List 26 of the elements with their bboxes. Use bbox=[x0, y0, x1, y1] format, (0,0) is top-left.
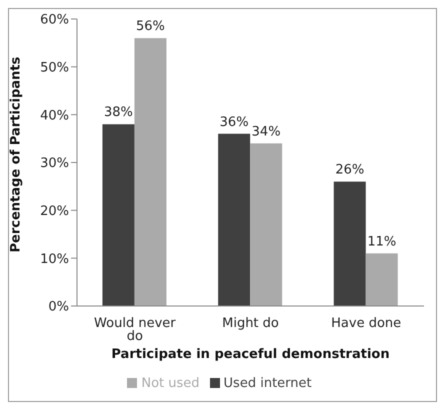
data-label: 34% bbox=[252, 124, 281, 140]
x-tick-label: Would never do bbox=[94, 316, 176, 344]
data-label: 11% bbox=[367, 234, 396, 250]
y-tick-label: 10% bbox=[40, 252, 69, 267]
data-label: 26% bbox=[335, 162, 364, 178]
y-tick-label: 30% bbox=[40, 156, 69, 172]
bar bbox=[218, 134, 250, 306]
y-tick-label: 60% bbox=[40, 12, 69, 28]
data-label: 56% bbox=[136, 19, 165, 34]
legend-label: Not used bbox=[141, 376, 200, 391]
y-tick-label: 0% bbox=[48, 300, 69, 315]
y-axis-title: Percentage of Participants bbox=[8, 56, 24, 252]
y-tick-label: 20% bbox=[40, 204, 69, 219]
bar bbox=[334, 182, 366, 306]
legend-label: Used internet bbox=[224, 376, 312, 391]
data-label: 36% bbox=[220, 114, 249, 130]
bar bbox=[250, 143, 282, 306]
bar bbox=[366, 253, 398, 306]
bar bbox=[102, 124, 134, 306]
bar bbox=[134, 38, 166, 306]
y-tick-label: 40% bbox=[40, 108, 69, 124]
data-label: 38% bbox=[104, 105, 133, 120]
x-axis-title: Participate in peaceful demonstration bbox=[111, 347, 390, 362]
x-tick-label: Have done bbox=[331, 316, 402, 332]
y-tick-label: 50% bbox=[40, 60, 69, 76]
x-tick-label: Might do bbox=[222, 316, 279, 332]
